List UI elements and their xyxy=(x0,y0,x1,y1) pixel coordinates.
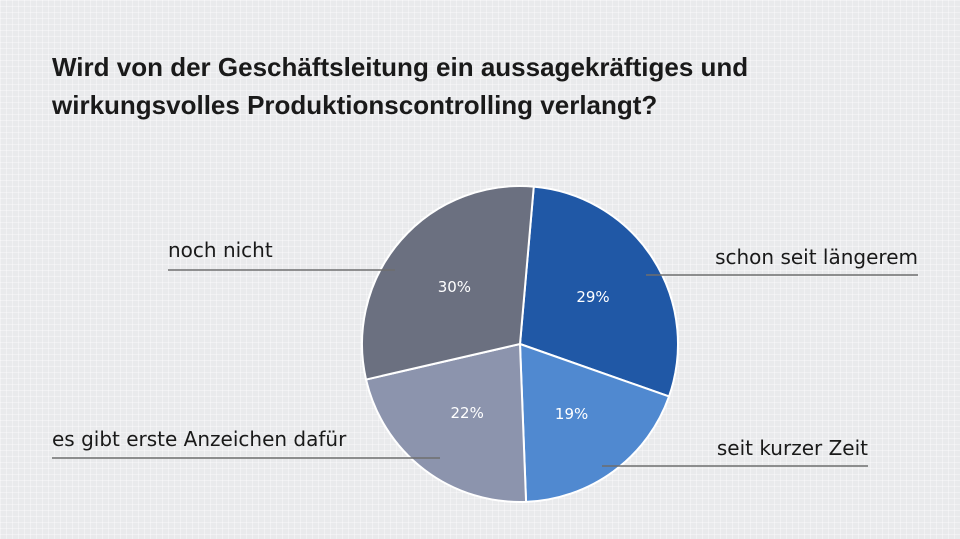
pie-slice-es-gibt-erste-anzeichen-dafuer xyxy=(365,343,528,503)
pie-slice-seit-kurzer-zeit xyxy=(519,343,671,503)
category-label-es-gibt-erste-anzeichen-dafuer: es gibt erste Anzeichen dafür xyxy=(52,427,347,451)
value-label-es-gibt-erste-anzeichen-dafuer: 22% xyxy=(451,404,484,422)
value-label-schon-seit-laengerem: 29% xyxy=(576,288,609,306)
pie-slice-noch-nicht xyxy=(361,185,535,381)
chart-title: Wird von der Geschäftsleitung ein aussag… xyxy=(52,48,912,124)
category-label-noch-nicht: noch nicht xyxy=(168,238,273,262)
chart-title-line-2: wirkungsvolles Produktionscontrolling ve… xyxy=(52,90,658,120)
chart-title-line-1: Wird von der Geschäftsleitung ein aussag… xyxy=(52,52,749,82)
pie-slice-schon-seit-laengerem xyxy=(519,185,679,398)
value-label-noch-nicht: 30% xyxy=(438,278,471,296)
category-label-seit-kurzer-zeit: seit kurzer Zeit xyxy=(717,436,868,460)
value-label-seit-kurzer-zeit: 19% xyxy=(555,405,588,423)
category-label-schon-seit-laengerem: schon seit längerem xyxy=(715,245,918,269)
